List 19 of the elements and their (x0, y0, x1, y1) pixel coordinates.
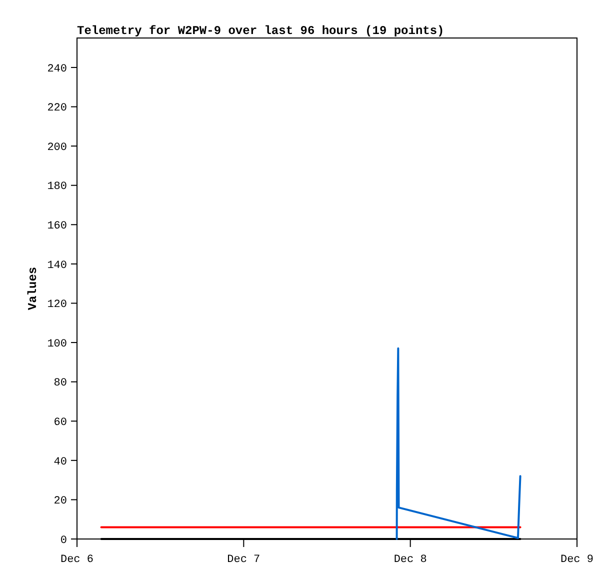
y-tick-label: 20 (54, 496, 67, 508)
y-tick-label: 180 (47, 181, 67, 194)
y-tick-label: 80 (54, 378, 67, 390)
y-tick-label: 160 (47, 220, 67, 232)
y-tick-label: 120 (47, 299, 67, 312)
x-tick-label: Dec 8 (394, 554, 427, 566)
x-tick-label: Dec 7 (227, 554, 260, 566)
y-tick-label: 0 (60, 534, 67, 547)
y-axis-title: Values (26, 266, 40, 310)
x-tick-label: Dec 6 (60, 554, 94, 566)
y-tick-label: 140 (47, 260, 67, 272)
y-tick-label: 220 (47, 102, 67, 115)
y-tick-label: 100 (47, 338, 67, 350)
y-tick-label: 40 (54, 456, 67, 468)
y-tick-label: 200 (47, 142, 67, 154)
y-tick-label: 60 (54, 416, 67, 429)
chart-title: Telemetry for W2PW-9 over last 96 hours (19 points) (77, 24, 444, 38)
x-tick-label: Dec 9 (560, 554, 594, 566)
y-tick-label: 240 (47, 63, 67, 76)
